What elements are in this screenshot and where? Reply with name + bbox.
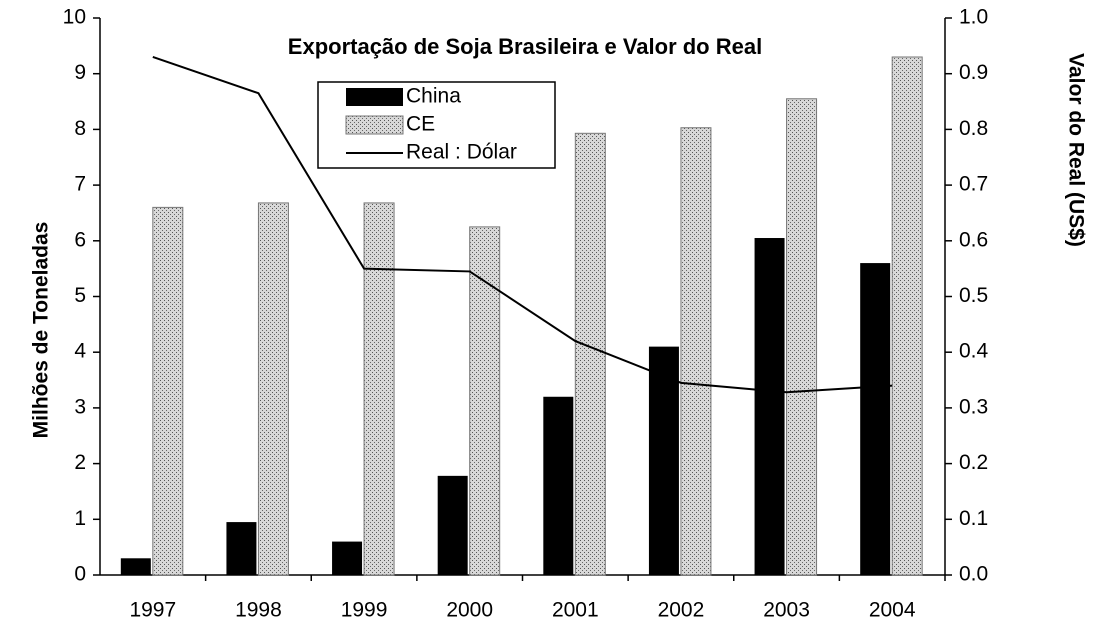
- y2-tick-label: 0.3: [959, 395, 988, 418]
- y-axis-title: Milhões de Toneladas: [30, 222, 53, 439]
- y-tick-label: 4: [74, 340, 86, 363]
- y2-tick-label: 0.6: [959, 228, 988, 251]
- y2-tick-label: 1.0: [959, 6, 988, 29]
- y-tick-label: 1: [74, 507, 86, 530]
- x-tick-label: 2001: [552, 599, 599, 622]
- bar: [363, 202, 395, 576]
- y-tick-label: 7: [74, 173, 86, 196]
- bar: [469, 226, 501, 576]
- bar: [543, 396, 574, 575]
- x-tick-label: 1998: [235, 599, 282, 622]
- bar: [257, 202, 289, 576]
- bar: [860, 263, 891, 575]
- line-series: [152, 56, 893, 394]
- x-tick-label: 1997: [129, 599, 176, 622]
- legend-label: CE: [406, 113, 435, 136]
- bar: [152, 206, 184, 576]
- y2-tick-label: 0.4: [959, 340, 989, 363]
- bar: [226, 522, 257, 575]
- y-tick-label: 9: [74, 61, 86, 84]
- x-tick-label: 2004: [869, 599, 916, 622]
- y-tick-label: 5: [74, 284, 86, 307]
- x-tick-label: 2000: [446, 599, 493, 622]
- bar: [680, 127, 712, 576]
- y-tick-label: 6: [74, 228, 86, 251]
- y-tick-label: 10: [63, 6, 86, 29]
- bar: [120, 558, 151, 575]
- bar: [754, 238, 785, 575]
- y2-tick-label: 0.2: [959, 451, 988, 474]
- legend-label: Real : Dólar: [406, 141, 517, 164]
- x-tick-label: 1999: [341, 599, 388, 622]
- y-tick-label: 0: [74, 563, 86, 586]
- y2-tick-label: 0.9: [959, 61, 988, 84]
- y2-tick-label: 0.1: [959, 507, 988, 530]
- y-tick-label: 2: [74, 451, 86, 474]
- y2-tick-label: 0.0: [959, 563, 988, 586]
- y2-tick-label: 0.5: [959, 284, 988, 307]
- legend-swatch: [345, 115, 404, 135]
- bar: [648, 346, 679, 575]
- bar: [437, 475, 468, 575]
- legend-swatch: [346, 88, 403, 106]
- chart-title: Exportação de Soja Brasileira e Valor do…: [288, 34, 762, 59]
- y2-axis-title: Valor do Real (US$): [1064, 53, 1087, 247]
- y-tick-label: 3: [74, 395, 86, 418]
- bar: [891, 56, 923, 576]
- bar: [786, 98, 818, 576]
- y-tick-label: 8: [74, 117, 86, 140]
- y2-tick-label: 0.7: [959, 173, 988, 196]
- bar: [332, 541, 363, 575]
- x-tick-label: 2002: [658, 599, 705, 622]
- bar: [574, 132, 606, 576]
- y2-tick-label: 0.8: [959, 117, 988, 140]
- legend-label: China: [406, 85, 461, 108]
- x-tick-label: 2003: [763, 599, 810, 622]
